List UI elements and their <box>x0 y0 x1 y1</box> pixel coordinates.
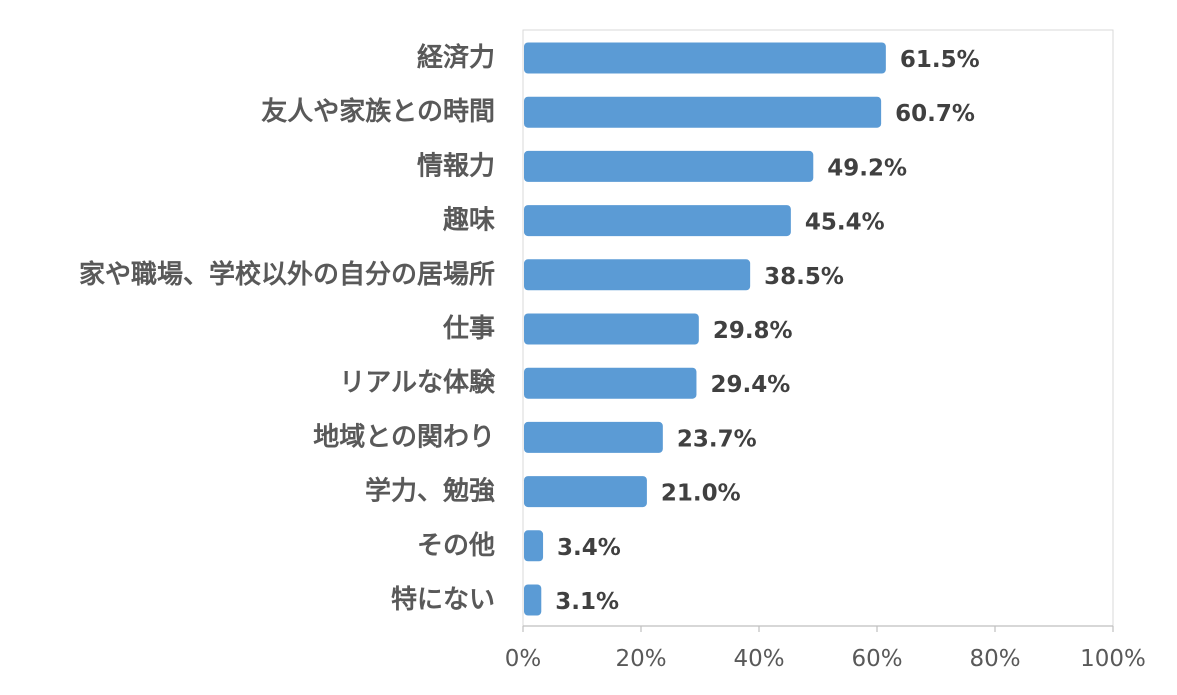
bar <box>524 367 697 399</box>
data-label: 23.7% <box>677 426 757 452</box>
category-label: 特にない <box>391 584 495 615</box>
bar <box>524 205 791 237</box>
category-label: 家や職場、学校以外の自分の居場所 <box>79 259 495 290</box>
bar <box>524 150 814 182</box>
category-label: 地域との関わり <box>313 422 495 452</box>
category-label: 学力、勉強 <box>365 476 495 507</box>
x-tick-label: 80% <box>969 646 1020 672</box>
x-tick-label: 20% <box>615 646 666 672</box>
bar <box>524 313 699 345</box>
data-label: 49.2% <box>827 155 907 181</box>
category-labels: 経済力友人や家族との時間情報力趣味家や職場、学校以外の自分の居場所仕事リアルな体… <box>79 42 496 615</box>
data-label: 61.5% <box>900 47 980 73</box>
x-tick-label: 40% <box>733 646 784 672</box>
category-label: 友人や家族との時間 <box>261 96 495 127</box>
category-label: 経済力 <box>417 42 495 73</box>
x-tick-label: 100% <box>1080 646 1146 672</box>
category-label: その他 <box>417 531 495 561</box>
bar <box>524 96 882 128</box>
category-label: 仕事 <box>442 314 495 344</box>
data-labels: 61.5% 60.7% 49.2% 45.4% 38.5% 29.8% 29.4% 23.7%… <box>555 47 979 615</box>
bar <box>524 259 751 291</box>
bars-layer <box>524 42 886 616</box>
category-label: 趣味 <box>442 206 495 236</box>
data-label: 3.4% <box>557 535 621 561</box>
data-label: 38.5% <box>764 264 844 290</box>
bar <box>524 421 663 453</box>
bar <box>524 584 542 616</box>
bar <box>524 42 886 74</box>
data-label: 45.4% <box>805 210 885 236</box>
x-tick-label: 0% <box>505 646 542 672</box>
data-label: 3.1% <box>555 589 619 615</box>
x-axis: 0% 20% 40% 60% 80% 100% <box>505 625 1146 672</box>
x-tick-label: 60% <box>851 646 902 672</box>
data-label: 21.0% <box>661 481 741 507</box>
data-label: 60.7% <box>895 101 975 127</box>
data-label: 29.4% <box>710 372 790 398</box>
bar <box>524 530 544 562</box>
category-label: リアルな体験 <box>339 368 496 398</box>
data-label: 29.8% <box>713 318 793 344</box>
category-label: 情報力 <box>417 151 495 181</box>
bar <box>524 476 647 508</box>
